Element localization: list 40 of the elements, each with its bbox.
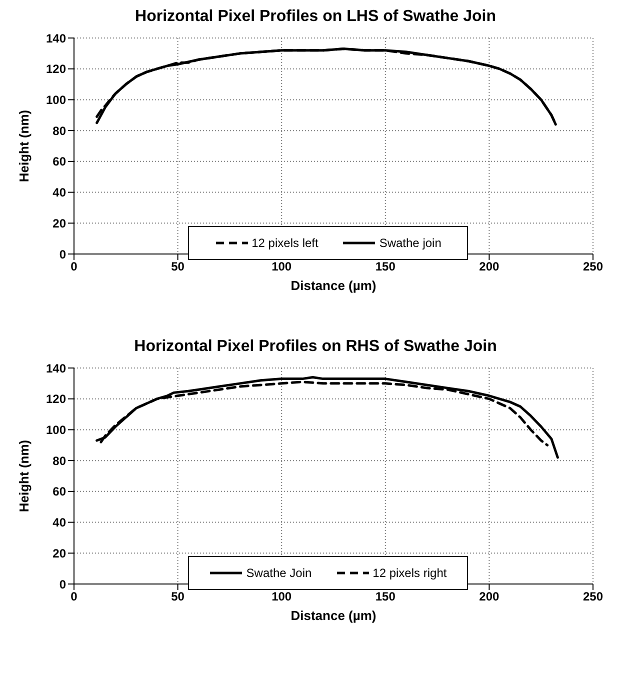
y-tick-label: 80 [52,454,66,468]
y-tick-label: 100 [46,422,66,437]
line-series [100,380,549,446]
legend-label: Swathe join [379,236,442,250]
y-tick-label: 140 [46,31,66,46]
x-axis-title: Distance (µm) [290,278,376,293]
y-tick-label: 40 [52,186,66,200]
x-tick-label: 250 [582,590,604,604]
y-tick-label: 60 [52,154,66,169]
chart-title: Horizontal Pixel Profiles on RHS of Swathe Join [133,338,498,357]
x-tick-label: 100 [272,260,292,274]
y-tick-label: 0 [59,577,66,592]
x-tick-label: 200 [479,590,500,604]
y-tick-label: 140 [46,361,66,376]
y-tick-label: 20 [52,546,66,560]
x-axis-title: Distance (µm) [290,608,376,623]
y-tick-label: 0 [59,247,66,262]
y-tick-label: 40 [52,516,66,530]
y-tick-label: 120 [46,392,66,406]
chart-title: Horizontal Pixel Profiles on LHS of Swathe Join [134,8,497,27]
y-axis-title: Height (nm) [16,110,32,182]
y-tick-label: 20 [52,216,66,230]
x-tick-label: 0 [70,260,78,274]
x-tick-label: 250 [582,260,604,274]
y-axis-title: Height (nm) [16,440,32,512]
y-tick-label: 60 [52,484,66,499]
legend-label: Swathe Join [246,566,312,580]
line-series [96,376,559,459]
y-tick-label: 120 [46,62,66,76]
y-tick-label: 100 [46,92,66,107]
y-tick-label: 80 [52,124,66,138]
x-tick-label: 100 [272,590,292,604]
legend-label: 12 pixels right [372,566,447,580]
x-tick-label: 50 [171,260,185,274]
x-tick-label: 0 [70,590,78,604]
legend-label: 12 pixels left [252,236,318,250]
x-tick-label: 50 [171,590,185,604]
x-tick-label: 200 [479,260,500,274]
x-tick-label: 150 [375,590,396,604]
x-tick-label: 150 [375,260,396,274]
